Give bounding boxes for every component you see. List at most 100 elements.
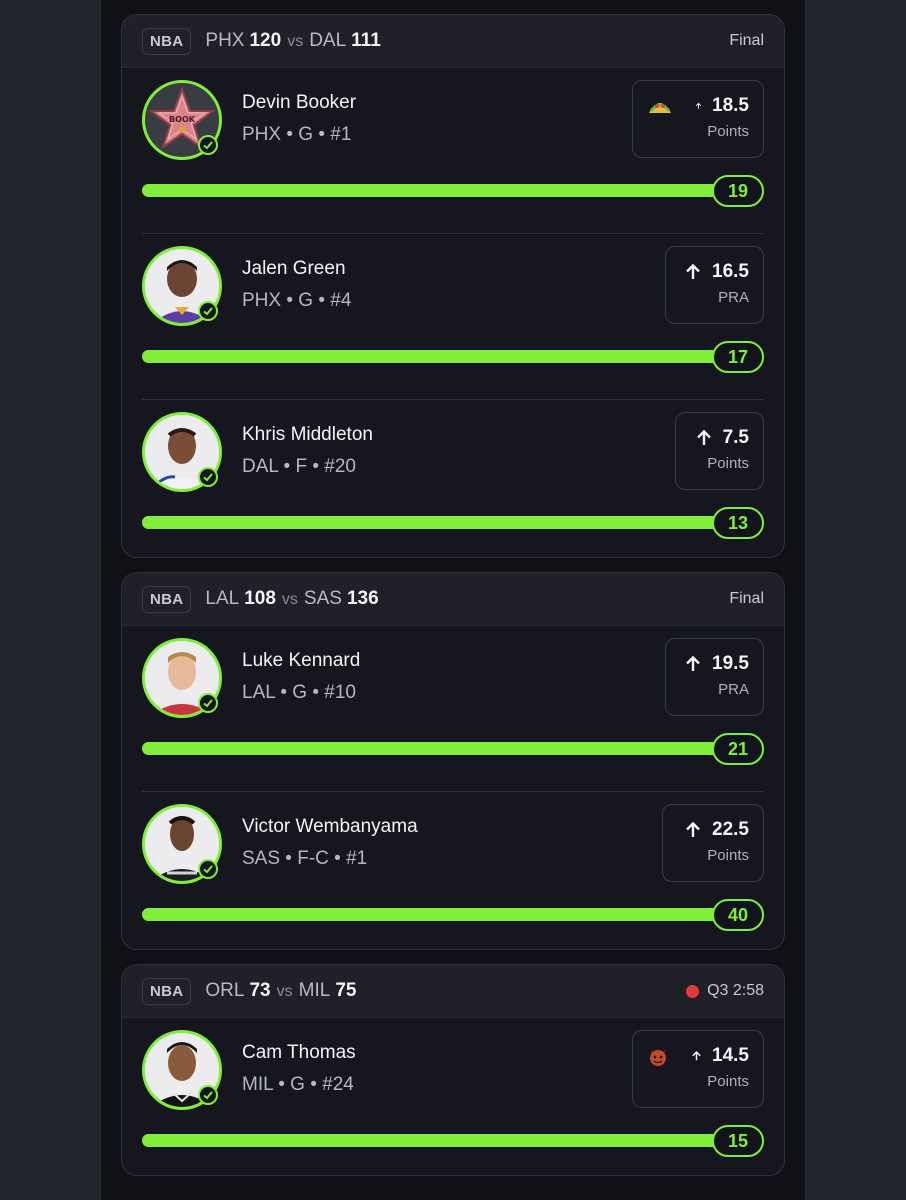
league-badge: NBA: [142, 977, 192, 1005]
stat-type: Points: [707, 1073, 749, 1090]
player-name: Jalen Green: [242, 258, 346, 279]
taco-icon: [647, 97, 683, 115]
arrow-up-icon: [686, 821, 700, 837]
svg-text:BOOK: BOOK: [169, 115, 196, 124]
line-value: 16.5: [712, 261, 749, 282]
game-header: NBA ORL 73 vs MIL 75 Q3 2:58: [122, 965, 784, 1018]
game-status: Final: [729, 32, 764, 49]
result-value: 15: [712, 1125, 764, 1157]
player-meta: PHX • G • #1: [242, 124, 352, 145]
player-name: Luke Kennard: [242, 650, 361, 671]
pick-row[interactable]: BOOK Devin Booker PHX • G • #1 18.5 Poin…: [122, 68, 784, 234]
arrow-up-icon: [695, 102, 702, 109]
stat-type: Points: [707, 123, 749, 140]
result-value: 19: [712, 175, 764, 207]
picks-panel[interactable]: NBA PHX 120 vs DAL 111 Final BOOK: [100, 0, 806, 1200]
avatar: [142, 246, 222, 326]
progress-bar: [142, 184, 744, 197]
avatar: [142, 1030, 222, 1110]
home-score: 136: [346, 588, 379, 609]
progress-fill: [142, 350, 744, 363]
game-status: Final: [729, 590, 764, 607]
line-value: 7.5: [722, 427, 749, 448]
league-badge: NBA: [142, 585, 192, 613]
player-name: Devin Booker: [242, 92, 357, 113]
pick-row[interactable]: Khris Middleton DAL • F • #20 7.5 Points…: [122, 400, 784, 557]
stat-type: PRA: [718, 289, 749, 306]
player-name: Khris Middleton: [242, 424, 373, 445]
arrow-up-icon: [696, 429, 711, 445]
pick-line-box[interactable]: 19.5 PRA: [665, 638, 764, 716]
progress-bar: [142, 742, 744, 755]
check-icon: [198, 693, 218, 713]
game-header: NBA PHX 120 vs DAL 111 Final: [122, 15, 784, 68]
matchup: PHX 120 vs DAL 111: [205, 30, 380, 52]
check-icon: [198, 467, 218, 487]
pick-line-box[interactable]: 22.5 Points: [662, 804, 764, 882]
result-value: 17: [712, 341, 764, 373]
stat-type: Points: [707, 847, 749, 864]
pick-row[interactable]: Luke Kennard LAL • G • #10 19.5 PRA 21: [122, 626, 784, 792]
check-icon: [198, 1085, 218, 1105]
check-icon: [198, 135, 218, 155]
player-meta: DAL • F • #20: [242, 456, 356, 477]
progress-bar: [142, 350, 744, 363]
player-meta: SAS • F-C • #1: [242, 848, 368, 869]
arrow-up-icon: [686, 655, 700, 671]
avatar: [142, 804, 222, 884]
result-value: 40: [712, 899, 764, 931]
stat-type: PRA: [718, 681, 749, 698]
line-value: 14.5: [712, 1045, 749, 1066]
home-score: 75: [335, 980, 357, 1001]
line-value: 18.5: [712, 95, 749, 116]
divider: [142, 399, 764, 400]
away-score: 120: [249, 30, 282, 51]
left-margin: [0, 0, 100, 1200]
pick-row[interactable]: Jalen Green PHX • G • #4 16.5 PRA 17: [122, 234, 784, 400]
live-indicator-icon: [686, 984, 700, 998]
home-team: SAS: [303, 588, 342, 609]
vs-label: vs: [276, 983, 293, 1000]
player-meta: MIL • G • #24: [242, 1074, 354, 1095]
devil-icon: [647, 1045, 679, 1067]
right-margin: [806, 0, 906, 1200]
line-value: 19.5: [712, 653, 749, 674]
player-name: Victor Wembanyama: [242, 816, 418, 837]
pick-row[interactable]: Victor Wembanyama SAS • F-C • #1 22.5 Po…: [122, 792, 784, 949]
pick-line-box[interactable]: 16.5 PRA: [665, 246, 764, 324]
player-photo-icon: [145, 807, 219, 881]
pick-line-box[interactable]: 14.5 Points: [632, 1030, 764, 1108]
progress-fill: [142, 742, 744, 755]
player-meta: LAL • G • #10: [242, 682, 356, 703]
matchup: LAL 108 vs SAS 136: [205, 588, 378, 610]
star-badge-icon: BOOK: [147, 86, 217, 150]
away-score: 108: [244, 588, 276, 609]
player-name: Cam Thomas: [242, 1042, 356, 1063]
game-card[interactable]: NBA LAL 108 vs SAS 136 Final: [121, 572, 785, 950]
arrow-up-icon: [692, 1050, 701, 1061]
pick-line-box[interactable]: 7.5 Points: [675, 412, 764, 490]
game-card[interactable]: NBA ORL 73 vs MIL 75 Q3 2:58: [121, 964, 785, 1176]
check-icon: [198, 301, 218, 321]
check-icon: [198, 859, 218, 879]
away-score: 73: [249, 980, 271, 1001]
away-team: ORL: [205, 980, 245, 1001]
pick-line-box[interactable]: 18.5 Points: [632, 80, 764, 158]
home-team: MIL: [298, 980, 331, 1001]
result-value: 21: [712, 733, 764, 765]
avatar: BOOK: [142, 80, 222, 160]
pick-row[interactable]: Cam Thomas MIL • G • #24 14.5 Points 15: [122, 1018, 784, 1175]
progress-bar: [142, 516, 744, 529]
away-team: LAL: [205, 588, 240, 609]
game-status: Q3 2:58: [686, 982, 764, 1000]
progress-bar: [142, 1134, 744, 1147]
stat-type: Points: [707, 455, 749, 472]
home-score: 111: [351, 30, 381, 51]
line-value: 22.5: [712, 819, 749, 840]
divider: [142, 233, 764, 234]
progress-fill: [142, 1134, 744, 1147]
home-team: DAL: [309, 30, 347, 51]
game-card[interactable]: NBA PHX 120 vs DAL 111 Final BOOK: [121, 14, 785, 558]
progress-fill: [142, 516, 744, 529]
vs-label: vs: [281, 591, 298, 608]
